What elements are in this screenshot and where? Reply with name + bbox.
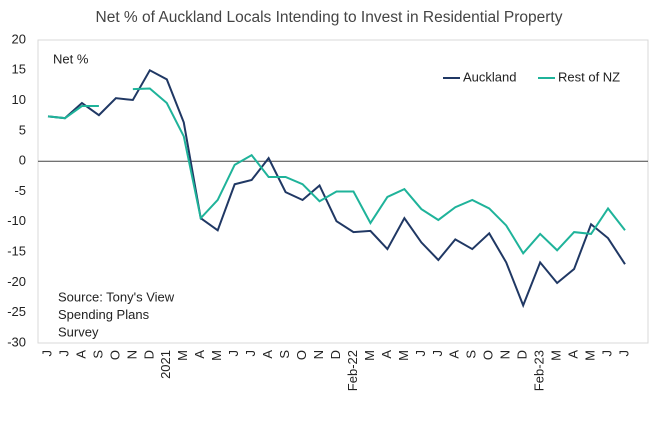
x-tick-label: N: [498, 350, 513, 359]
x-tick-label: O: [481, 350, 496, 360]
x-tick-label: A: [260, 350, 275, 359]
x-tick-label: A: [447, 350, 462, 359]
y-tick-label: -20: [7, 274, 26, 289]
x-tick-label: Feb-22: [345, 350, 360, 391]
x-tick-label: M: [396, 350, 411, 361]
x-tick-label: J: [56, 350, 71, 357]
y-tick-label: -5: [14, 183, 26, 198]
x-tick-label: N: [311, 350, 326, 359]
y-tick-label: -30: [7, 334, 26, 349]
x-tick-label: D: [141, 350, 156, 359]
x-tick-label: M: [549, 350, 564, 361]
x-tick-label: J: [226, 350, 241, 357]
x-tick-label: A: [73, 350, 88, 359]
x-tick-label: J: [616, 350, 631, 357]
x-tick-label: 2021: [158, 350, 173, 379]
y-tick-label: 0: [19, 153, 26, 168]
x-tick-label: A: [379, 350, 394, 359]
x-tick-label: S: [90, 350, 105, 359]
x-tick-label: D: [328, 350, 343, 359]
plot-frame: [37, 39, 649, 344]
x-tick-label: N: [124, 350, 139, 359]
chart-title: Net % of Auckland Locals Intending to In…: [96, 9, 563, 26]
x-tick-label: S: [277, 350, 292, 359]
x-tick-label: M: [209, 350, 224, 361]
y-tick-label: 5: [19, 122, 26, 137]
y-tick-label: -15: [7, 244, 26, 259]
source-note: Survey: [58, 324, 99, 339]
x-tick-label: S: [464, 350, 479, 359]
y-tick-label: -25: [7, 304, 26, 319]
source-note: Spending Plans: [58, 307, 150, 322]
x-tick-label: M: [362, 350, 377, 361]
x-tick-label: O: [107, 350, 122, 360]
x-tick-label: J: [39, 350, 54, 357]
y-tick-label: 10: [12, 92, 26, 107]
x-tick-label: M: [582, 350, 597, 361]
x-tick-label: M: [175, 350, 190, 361]
x-tick-label: D: [515, 350, 530, 359]
y-tick-label: 20: [12, 31, 26, 46]
legend-label: Rest of NZ: [558, 69, 620, 84]
x-tick-label: A: [192, 350, 207, 359]
y-tick-label: -10: [7, 213, 26, 228]
x-tick-label: J: [599, 350, 614, 357]
legend-label: Auckland: [463, 69, 516, 84]
y-axis-label: Net %: [53, 51, 89, 66]
x-tick-label: Feb-23: [532, 350, 547, 391]
x-tick-label: J: [243, 350, 258, 357]
y-tick-label: 15: [12, 62, 26, 77]
x-tick-label: O: [294, 350, 309, 360]
source-note: Source: Tony's View: [58, 289, 175, 304]
series-line: [47, 68, 626, 309]
x-tick-label: J: [430, 350, 445, 357]
x-tick-label: A: [566, 350, 581, 359]
x-tick-label: J: [413, 350, 428, 357]
series-line: [47, 87, 626, 255]
